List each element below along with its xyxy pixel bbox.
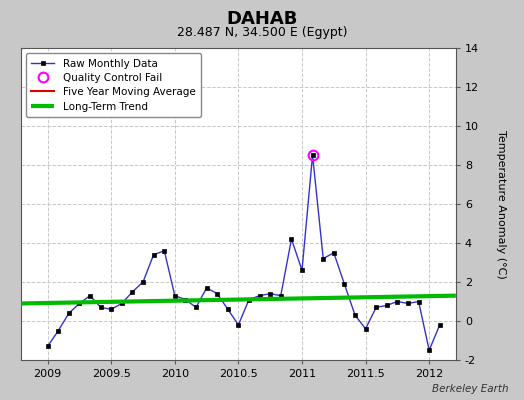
Raw Monthly Data: [246, 297, 252, 302]
Raw Monthly Data: [288, 237, 294, 242]
Raw Monthly Data: [341, 282, 347, 286]
Raw Monthly Data: [426, 348, 432, 353]
Raw Monthly Data: [309, 153, 315, 158]
Raw Monthly Data: [118, 301, 125, 306]
Raw Monthly Data: [331, 250, 337, 255]
Text: Berkeley Earth: Berkeley Earth: [432, 384, 508, 394]
Raw Monthly Data: [55, 328, 61, 333]
Raw Monthly Data: [352, 313, 358, 318]
Raw Monthly Data: [87, 293, 93, 298]
Raw Monthly Data: [193, 305, 199, 310]
Text: 28.487 N, 34.500 E (Egypt): 28.487 N, 34.500 E (Egypt): [177, 26, 347, 39]
Raw Monthly Data: [267, 291, 274, 296]
Raw Monthly Data: [129, 289, 136, 294]
Raw Monthly Data: [108, 307, 114, 312]
Raw Monthly Data: [45, 344, 51, 349]
Raw Monthly Data: [384, 303, 390, 308]
Raw Monthly Data: [299, 268, 305, 273]
Line: Raw Monthly Data: Raw Monthly Data: [46, 153, 442, 352]
Raw Monthly Data: [214, 291, 220, 296]
Raw Monthly Data: [150, 252, 157, 257]
Raw Monthly Data: [66, 311, 72, 316]
Y-axis label: Temperature Anomaly (°C): Temperature Anomaly (°C): [496, 130, 506, 278]
Raw Monthly Data: [225, 307, 231, 312]
Raw Monthly Data: [436, 322, 443, 327]
Text: DAHAB: DAHAB: [226, 10, 298, 28]
Raw Monthly Data: [235, 322, 242, 327]
Raw Monthly Data: [405, 301, 411, 306]
Raw Monthly Data: [363, 326, 369, 331]
Raw Monthly Data: [161, 248, 168, 253]
Raw Monthly Data: [203, 286, 210, 290]
Raw Monthly Data: [320, 256, 326, 261]
Raw Monthly Data: [278, 293, 284, 298]
Raw Monthly Data: [394, 299, 400, 304]
Raw Monthly Data: [182, 297, 189, 302]
Raw Monthly Data: [416, 299, 422, 304]
Raw Monthly Data: [97, 305, 104, 310]
Raw Monthly Data: [373, 305, 379, 310]
Raw Monthly Data: [172, 293, 178, 298]
Legend: Raw Monthly Data, Quality Control Fail, Five Year Moving Average, Long-Term Tren: Raw Monthly Data, Quality Control Fail, …: [26, 53, 201, 117]
Raw Monthly Data: [257, 293, 263, 298]
Raw Monthly Data: [77, 301, 83, 306]
Raw Monthly Data: [140, 280, 146, 284]
